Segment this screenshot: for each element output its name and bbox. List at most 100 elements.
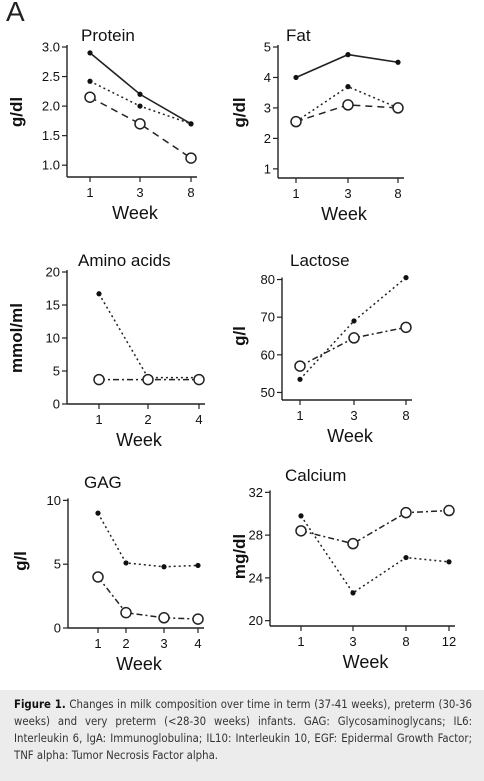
- y-tick-label: 24: [249, 570, 263, 585]
- x-tick-label: 1: [297, 634, 304, 649]
- chart-title: Lactose: [290, 251, 350, 270]
- data-point: [87, 78, 93, 84]
- series-line: [97, 512, 199, 568]
- chart-2: 1 2 3 4 5 1 3 8 Fat Week g/dl: [230, 26, 404, 224]
- data-point: [295, 525, 307, 537]
- chart-title: Fat: [286, 26, 311, 45]
- x-tick-label: 1: [95, 412, 102, 427]
- data-point: [87, 50, 93, 56]
- y-tick-label: 5: [54, 557, 61, 572]
- x-tick-label: 8: [402, 408, 409, 423]
- series-line: [300, 515, 450, 594]
- y-tick-label: 2.0: [42, 99, 60, 114]
- x-tick-label: 1: [86, 185, 93, 200]
- y-tick-label: 5: [264, 40, 271, 55]
- y-axis-label: g/dl: [7, 97, 26, 127]
- y-axis-label: g/dl: [230, 97, 249, 127]
- y-tick-label: 0: [53, 397, 60, 412]
- y-tick-label: 1.0: [42, 158, 60, 173]
- series-line: [300, 509, 450, 545]
- figure-panel: A 1.0 1.5 2.0 2.5 3.0 1 3 8 Protein Week g/dl 1 2 3 4 5…: [6, 0, 456, 674]
- data-point: [93, 373, 105, 386]
- data-point: [446, 559, 452, 565]
- panel-letter: A: [6, 0, 25, 27]
- series-line: [299, 277, 407, 380]
- data-point: [342, 99, 354, 111]
- data-point: [403, 554, 409, 561]
- x-axis-label: Week: [327, 426, 374, 446]
- x-axis-label: Week: [343, 652, 390, 672]
- data-point: [294, 360, 306, 372]
- x-tick-label: 12: [442, 634, 456, 649]
- y-tick-label: 0: [54, 621, 61, 636]
- figure-caption: Figure 1. Changes in milk composition ov…: [14, 696, 472, 764]
- x-tick-label: 1: [94, 636, 101, 651]
- y-tick-label: 3.0: [42, 40, 60, 55]
- x-tick-label: 1: [292, 186, 299, 201]
- data-point: [350, 590, 356, 596]
- data-point: [298, 513, 304, 519]
- data-point: [158, 612, 170, 624]
- data-point: [120, 606, 132, 619]
- y-tick-label: 10: [47, 493, 61, 508]
- chart-title: Protein: [81, 26, 135, 45]
- y-tick-label: 5: [53, 364, 60, 379]
- caption-label: Figure 1.: [14, 698, 66, 711]
- data-point: [400, 506, 412, 519]
- series-line: [89, 96, 192, 159]
- chart-title: Amino acids: [78, 251, 171, 270]
- data-point: [123, 560, 129, 566]
- data-point: [392, 102, 404, 114]
- chart-6: 20 24 28 32 1 3 8 12 Calcium Week mg/dl: [230, 466, 456, 672]
- data-point: [403, 275, 409, 281]
- data-point: [395, 59, 401, 65]
- data-point: [142, 373, 154, 386]
- chart-5: 0 5 10 1 2 3 4 GAG Week g/l: [11, 473, 204, 674]
- y-tick-label: 60: [261, 347, 275, 362]
- x-axis-label: Week: [112, 203, 159, 223]
- y-tick-label: 2: [264, 131, 271, 146]
- x-tick-label: 8: [402, 634, 409, 649]
- x-tick-label: 3: [350, 408, 357, 423]
- data-point: [137, 91, 143, 97]
- x-tick-label: 8: [394, 186, 401, 201]
- data-point: [193, 373, 205, 386]
- x-tick-label: 3: [349, 634, 356, 649]
- y-axis-label: mg/dl: [230, 534, 249, 579]
- data-point: [351, 318, 357, 324]
- chart-1: 1.0 1.5 2.0 2.5 3.0 1 3 8 Protein Week g/dl: [7, 26, 197, 223]
- data-point: [297, 376, 303, 382]
- figure-caption-box: Figure 1. Changes in milk composition ov…: [0, 690, 484, 781]
- y-tick-label: 2.5: [42, 69, 60, 84]
- data-point: [293, 74, 299, 81]
- series-line: [98, 293, 199, 379]
- y-tick-label: 32: [249, 485, 263, 500]
- chart-4: 50 60 70 80 1 3 8 Lactose Week g/l: [230, 251, 412, 446]
- x-tick-label: 2: [122, 636, 129, 651]
- x-axis-label: Week: [116, 654, 163, 674]
- data-point: [347, 537, 359, 550]
- y-axis-label: g/l: [230, 326, 249, 346]
- data-point: [443, 504, 455, 517]
- y-tick-label: 4: [264, 70, 271, 85]
- y-tick-label: 70: [261, 310, 275, 325]
- series-line: [295, 85, 399, 123]
- y-tick-label: 15: [46, 298, 60, 313]
- data-point: [290, 115, 302, 128]
- y-tick-label: 20: [46, 265, 60, 280]
- y-axis-label: g/l: [11, 551, 30, 571]
- data-point: [192, 613, 204, 625]
- caption-text: Changes in milk composition over time in…: [14, 698, 472, 762]
- data-point: [134, 118, 146, 130]
- data-point: [84, 91, 96, 103]
- series-line: [295, 53, 399, 79]
- y-tick-label: 1: [264, 161, 271, 176]
- x-tick-label: 2: [144, 412, 151, 427]
- data-point: [137, 103, 143, 109]
- x-tick-label: 8: [187, 185, 194, 200]
- y-tick-label: 28: [249, 528, 263, 543]
- y-tick-label: 10: [46, 331, 60, 346]
- x-tick-label: 4: [195, 412, 202, 427]
- x-axis-label: Week: [321, 204, 368, 224]
